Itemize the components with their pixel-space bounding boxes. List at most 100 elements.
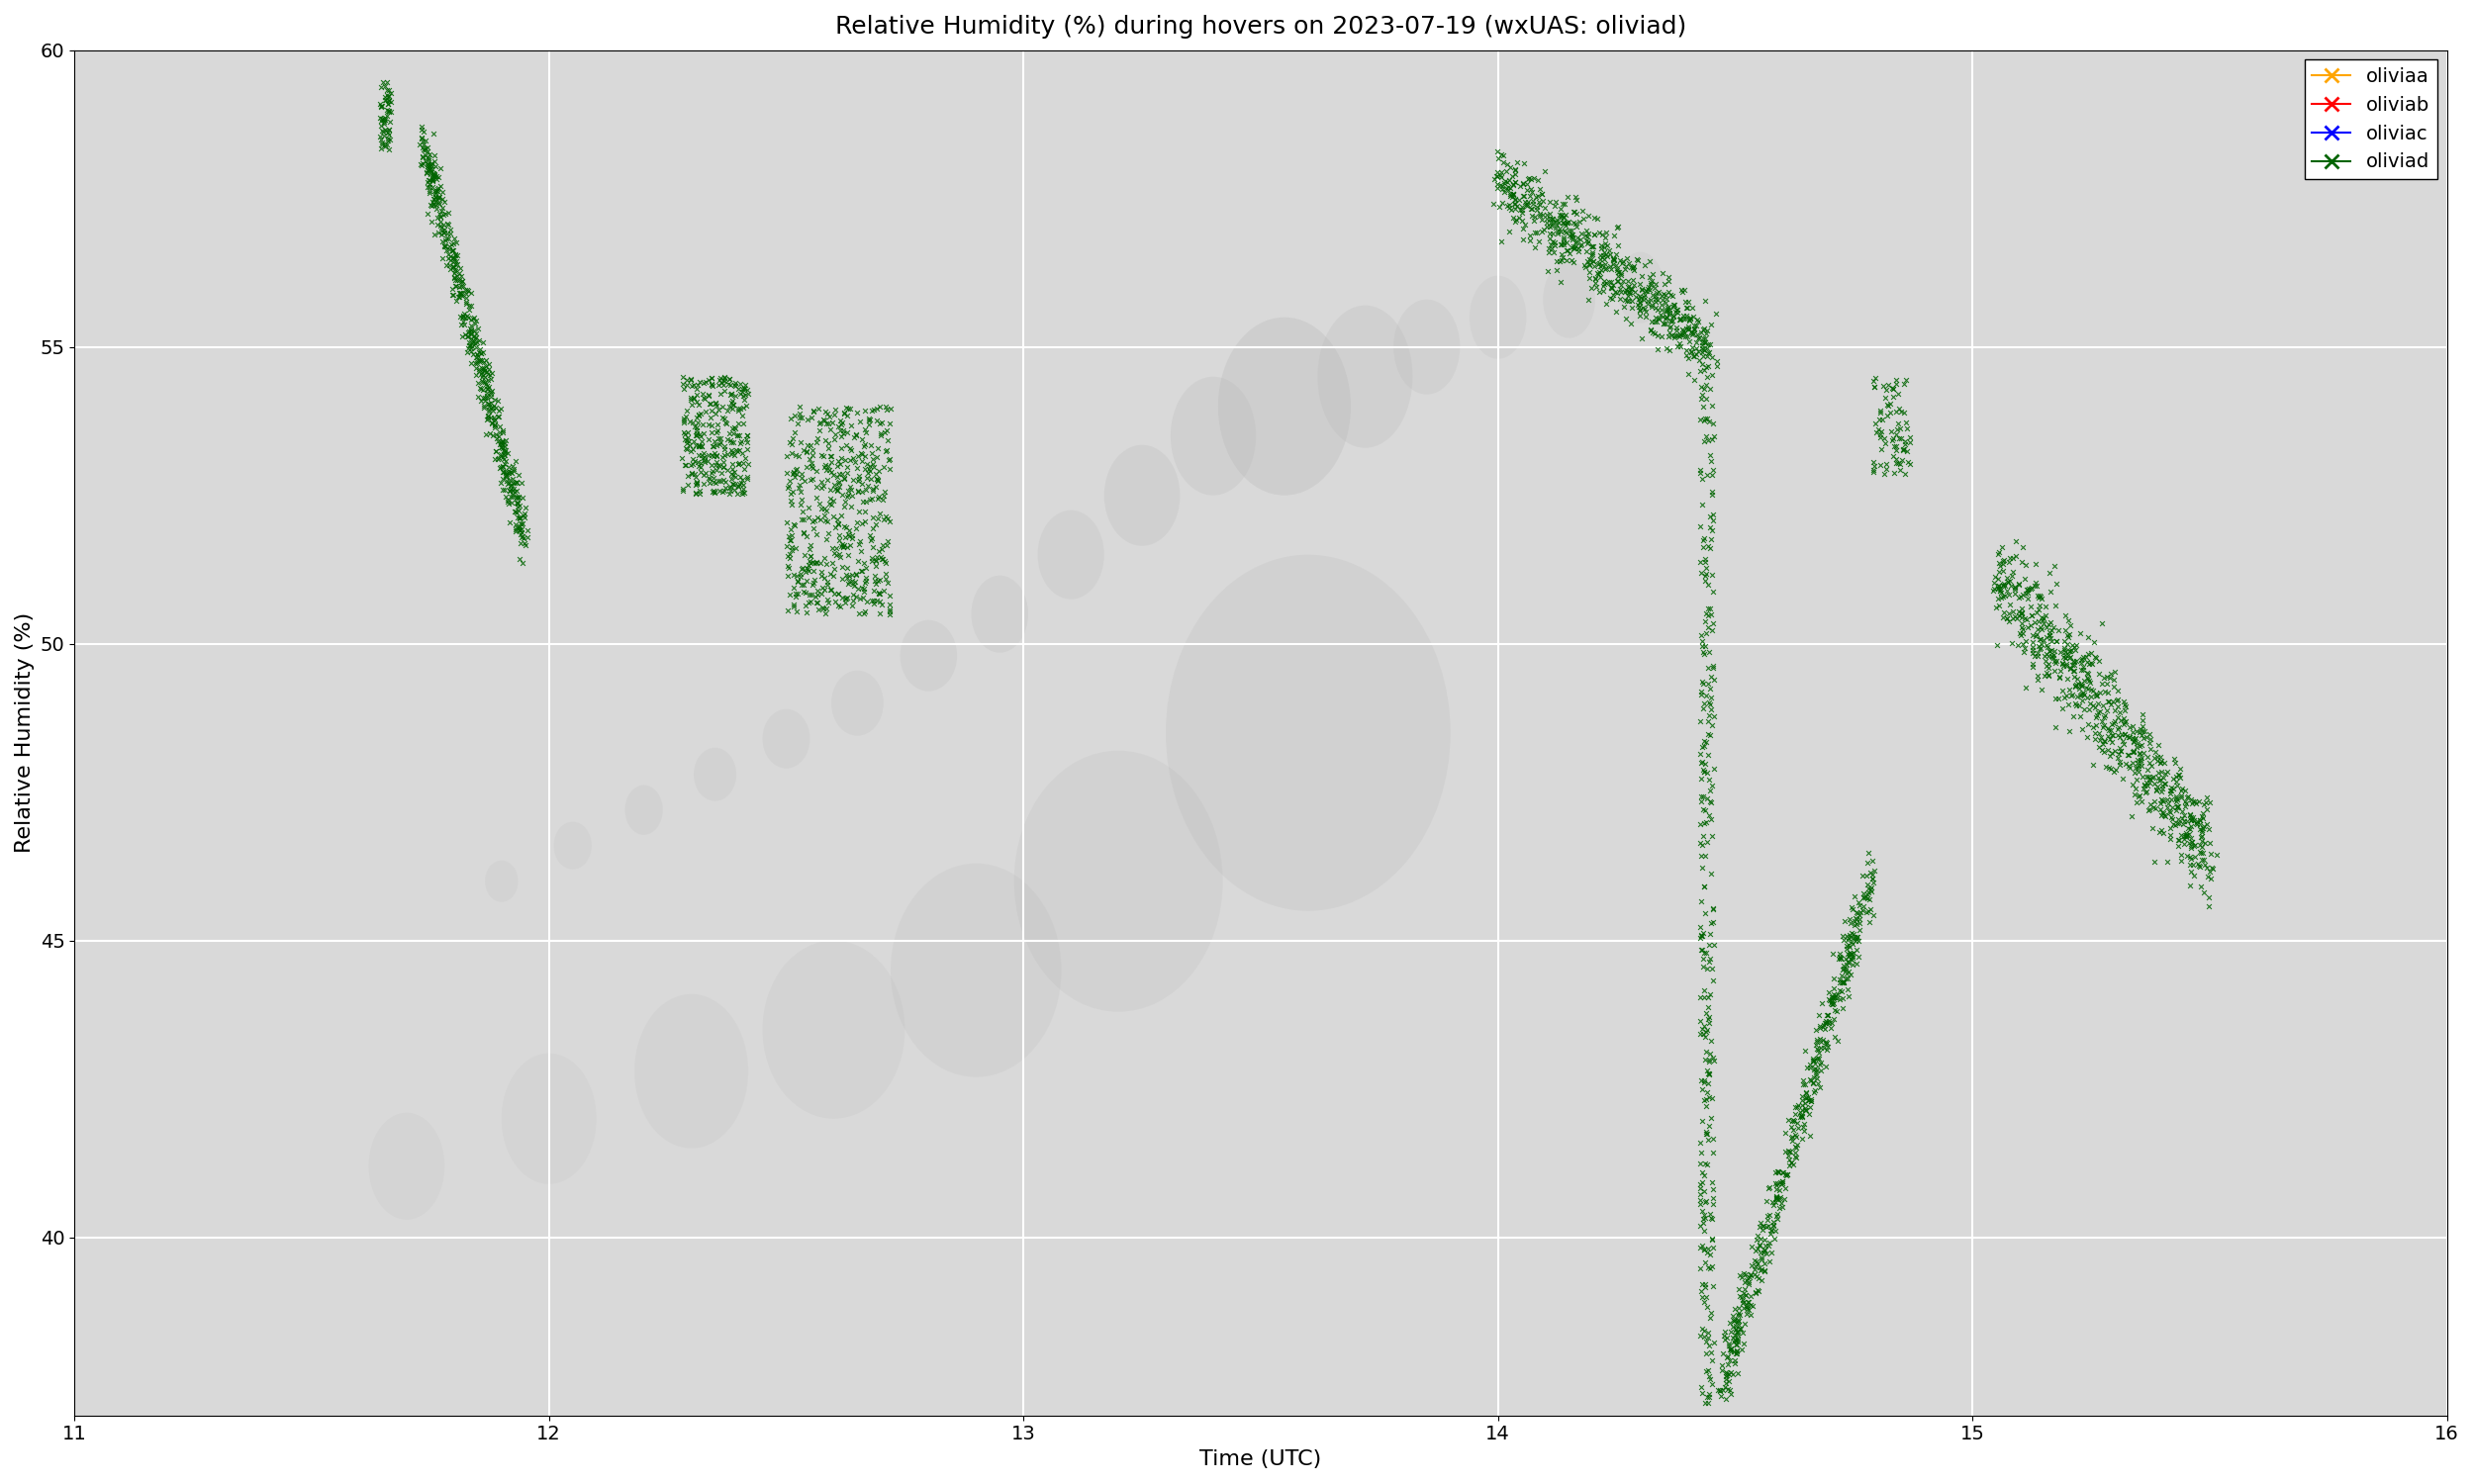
Point (1522, 183, 1561, 206)
Point (774, 421, 814, 445)
Point (1650, 315, 1690, 338)
Point (2165, 794, 2204, 818)
Point (1544, 206, 1583, 230)
Point (465, 356, 505, 380)
Point (2076, 706, 2115, 730)
Point (505, 503, 544, 527)
Point (480, 435, 520, 459)
Point (2105, 699, 2145, 723)
Point (700, 426, 740, 450)
Point (794, 571, 834, 595)
Point (784, 521, 824, 545)
Point (1794, 1046, 1833, 1070)
Point (1769, 1162, 1808, 1186)
Point (1816, 999, 1856, 1022)
Point (2011, 594, 2051, 617)
Point (1522, 190, 1561, 214)
Point (1776, 1141, 1816, 1165)
Point (1851, 898, 1890, 922)
Point (804, 456, 844, 479)
Point (2118, 748, 2157, 772)
Point (1784, 1106, 1823, 1129)
Point (2133, 766, 2172, 789)
Point (1742, 1248, 1781, 1272)
Point (364, 110, 403, 134)
Point (700, 368, 740, 392)
Point (1687, 1080, 1727, 1104)
Point (1796, 1046, 1836, 1070)
Point (2197, 843, 2236, 867)
Point (1672, 321, 1712, 344)
Point (1566, 240, 1606, 264)
Point (448, 306, 487, 329)
Point (774, 462, 814, 485)
Point (480, 424, 520, 448)
Point (1680, 916, 1719, 939)
Point (1685, 1319, 1724, 1343)
Point (473, 411, 512, 435)
Point (1603, 251, 1643, 275)
Point (475, 413, 515, 436)
Point (2118, 791, 2157, 815)
Point (1786, 1039, 1826, 1063)
Point (1628, 288, 1667, 312)
Point (408, 154, 448, 178)
Point (1823, 969, 1863, 993)
Point (1766, 1163, 1806, 1187)
Point (1774, 1119, 1813, 1143)
Point (468, 368, 507, 392)
Point (1519, 177, 1559, 200)
Point (779, 402, 819, 426)
Point (717, 377, 757, 401)
Point (1494, 183, 1534, 206)
Point (2076, 714, 2115, 738)
Point (2031, 629, 2071, 653)
Point (1789, 1068, 1828, 1092)
Point (1601, 273, 1640, 297)
Point (1682, 352, 1722, 375)
Point (846, 420, 886, 444)
Point (2004, 536, 2044, 559)
Point (814, 505, 854, 528)
Point (1714, 1322, 1754, 1346)
Point (1808, 1003, 1848, 1027)
Point (423, 218, 463, 242)
Point (829, 536, 868, 559)
Point (673, 374, 713, 398)
Point (475, 387, 515, 411)
Point (2029, 653, 2068, 677)
Point (851, 487, 891, 510)
Point (1569, 232, 1608, 255)
Point (413, 168, 453, 191)
Point (2098, 715, 2138, 739)
Point (831, 533, 871, 556)
Point (1492, 184, 1531, 208)
Point (497, 491, 537, 515)
Point (1749, 1208, 1789, 1232)
Point (1526, 159, 1566, 183)
Point (502, 512, 542, 536)
Point (727, 466, 767, 490)
Point (2095, 758, 2135, 782)
Point (423, 190, 463, 214)
Point (858, 395, 898, 418)
Point (1682, 318, 1722, 341)
Point (463, 356, 502, 380)
Point (369, 92, 408, 116)
Point (1771, 1110, 1811, 1134)
Point (2162, 779, 2202, 803)
Point (1717, 1318, 1757, 1342)
Point (428, 246, 468, 270)
Point (858, 568, 898, 592)
Point (1712, 1304, 1752, 1328)
Point (782, 466, 821, 490)
Point (2063, 668, 2103, 692)
Point (482, 430, 522, 454)
Point (839, 530, 878, 554)
Point (487, 460, 527, 484)
Point (2167, 791, 2207, 815)
Point (2123, 764, 2162, 788)
Point (1999, 600, 2039, 623)
Point (804, 408, 844, 432)
Point (1677, 337, 1717, 361)
